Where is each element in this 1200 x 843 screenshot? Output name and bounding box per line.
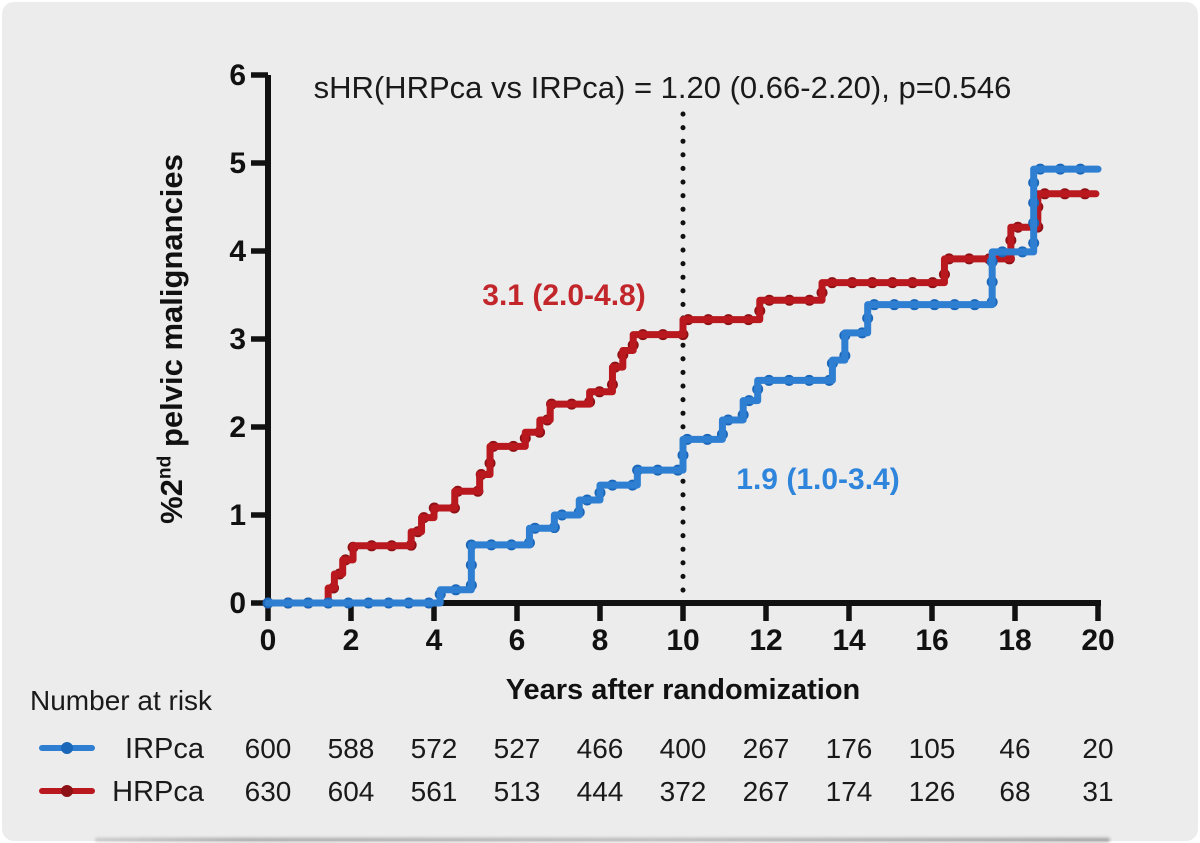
x-tick-label: 0: [260, 624, 277, 657]
legend-label-irpca: IRPca: [125, 733, 204, 765]
risk-count-irpca: 588: [328, 733, 375, 764]
risk-count-hrpca: 444: [577, 776, 624, 807]
risk-count-irpca: 527: [494, 733, 541, 764]
y-tick-label: 5: [229, 147, 246, 180]
risk-count-hrpca: 31: [1082, 776, 1113, 807]
number-at-risk-heading: Number at risk: [30, 685, 213, 716]
risk-count-irpca: 105: [909, 733, 956, 764]
x-tick-label: 14: [832, 624, 866, 657]
risk-count-hrpca: 174: [826, 776, 873, 807]
y-tick-label: 1: [229, 499, 246, 532]
x-tick-label: 12: [749, 624, 782, 657]
risk-count-hrpca: 68: [999, 776, 1030, 807]
risk-count-irpca: 20: [1082, 733, 1113, 764]
x-tick-label: 4: [426, 624, 443, 657]
risk-count-irpca: 600: [245, 733, 292, 764]
risk-count-hrpca: 372: [660, 776, 707, 807]
x-tick-label: 16: [915, 624, 948, 657]
annotation-hrpca-estimate: 3.1 (2.0-4.8): [482, 279, 646, 312]
x-tick-label: 18: [998, 624, 1031, 657]
chart-title: sHR(HRPca vs IRPca) = 1.20 (0.66-2.20), …: [313, 70, 1012, 105]
risk-count-irpca: 400: [660, 733, 707, 764]
y-axis-title-superscript: nd: [154, 455, 176, 480]
y-axis-title-prefix: %2: [154, 479, 189, 524]
legend-label-hrpca: HRPca: [112, 776, 204, 808]
curve-hrpca: [264, 190, 1100, 607]
x-tick-label: 10: [666, 624, 699, 657]
y-axis-title: %2nd pelvic malignancies: [154, 154, 190, 524]
risk-count-irpca: 267: [743, 733, 790, 764]
x-tick-label: 8: [592, 624, 609, 657]
y-tick-label: 3: [229, 323, 246, 356]
x-axis-title: Years after randomization: [505, 674, 861, 706]
risk-count-hrpca: 604: [328, 776, 375, 807]
risk-count-irpca: 572: [411, 733, 458, 764]
x-tick-label: 6: [509, 624, 526, 657]
risk-count-irpca: 466: [577, 733, 624, 764]
x-tick-label: 2: [343, 624, 360, 657]
y-tick-label: 0: [229, 587, 246, 620]
x-tick-label: 20: [1081, 624, 1114, 657]
legend-marker-dot-irpca: [61, 742, 73, 754]
risk-count-hrpca: 267: [743, 776, 790, 807]
legend-marker-dot-hrpca: [61, 785, 73, 797]
risk-count-hrpca: 126: [909, 776, 956, 807]
y-tick-label: 4: [229, 235, 246, 268]
y-tick-label: 2: [229, 411, 246, 444]
risk-count-hrpca: 561: [411, 776, 458, 807]
annotation-irpca-estimate: 1.9 (1.0-3.4): [736, 463, 900, 496]
curve-irpca: [264, 165, 1102, 607]
risk-count-hrpca: 630: [245, 776, 292, 807]
risk-count-hrpca: 513: [494, 776, 541, 807]
risk-count-irpca: 176: [826, 733, 873, 764]
y-axis-title-rest: pelvic malignancies: [154, 154, 189, 456]
bottom-edge-artifact: [95, 838, 1110, 842]
risk-count-irpca: 46: [999, 733, 1030, 764]
y-tick-label: 6: [229, 59, 246, 92]
